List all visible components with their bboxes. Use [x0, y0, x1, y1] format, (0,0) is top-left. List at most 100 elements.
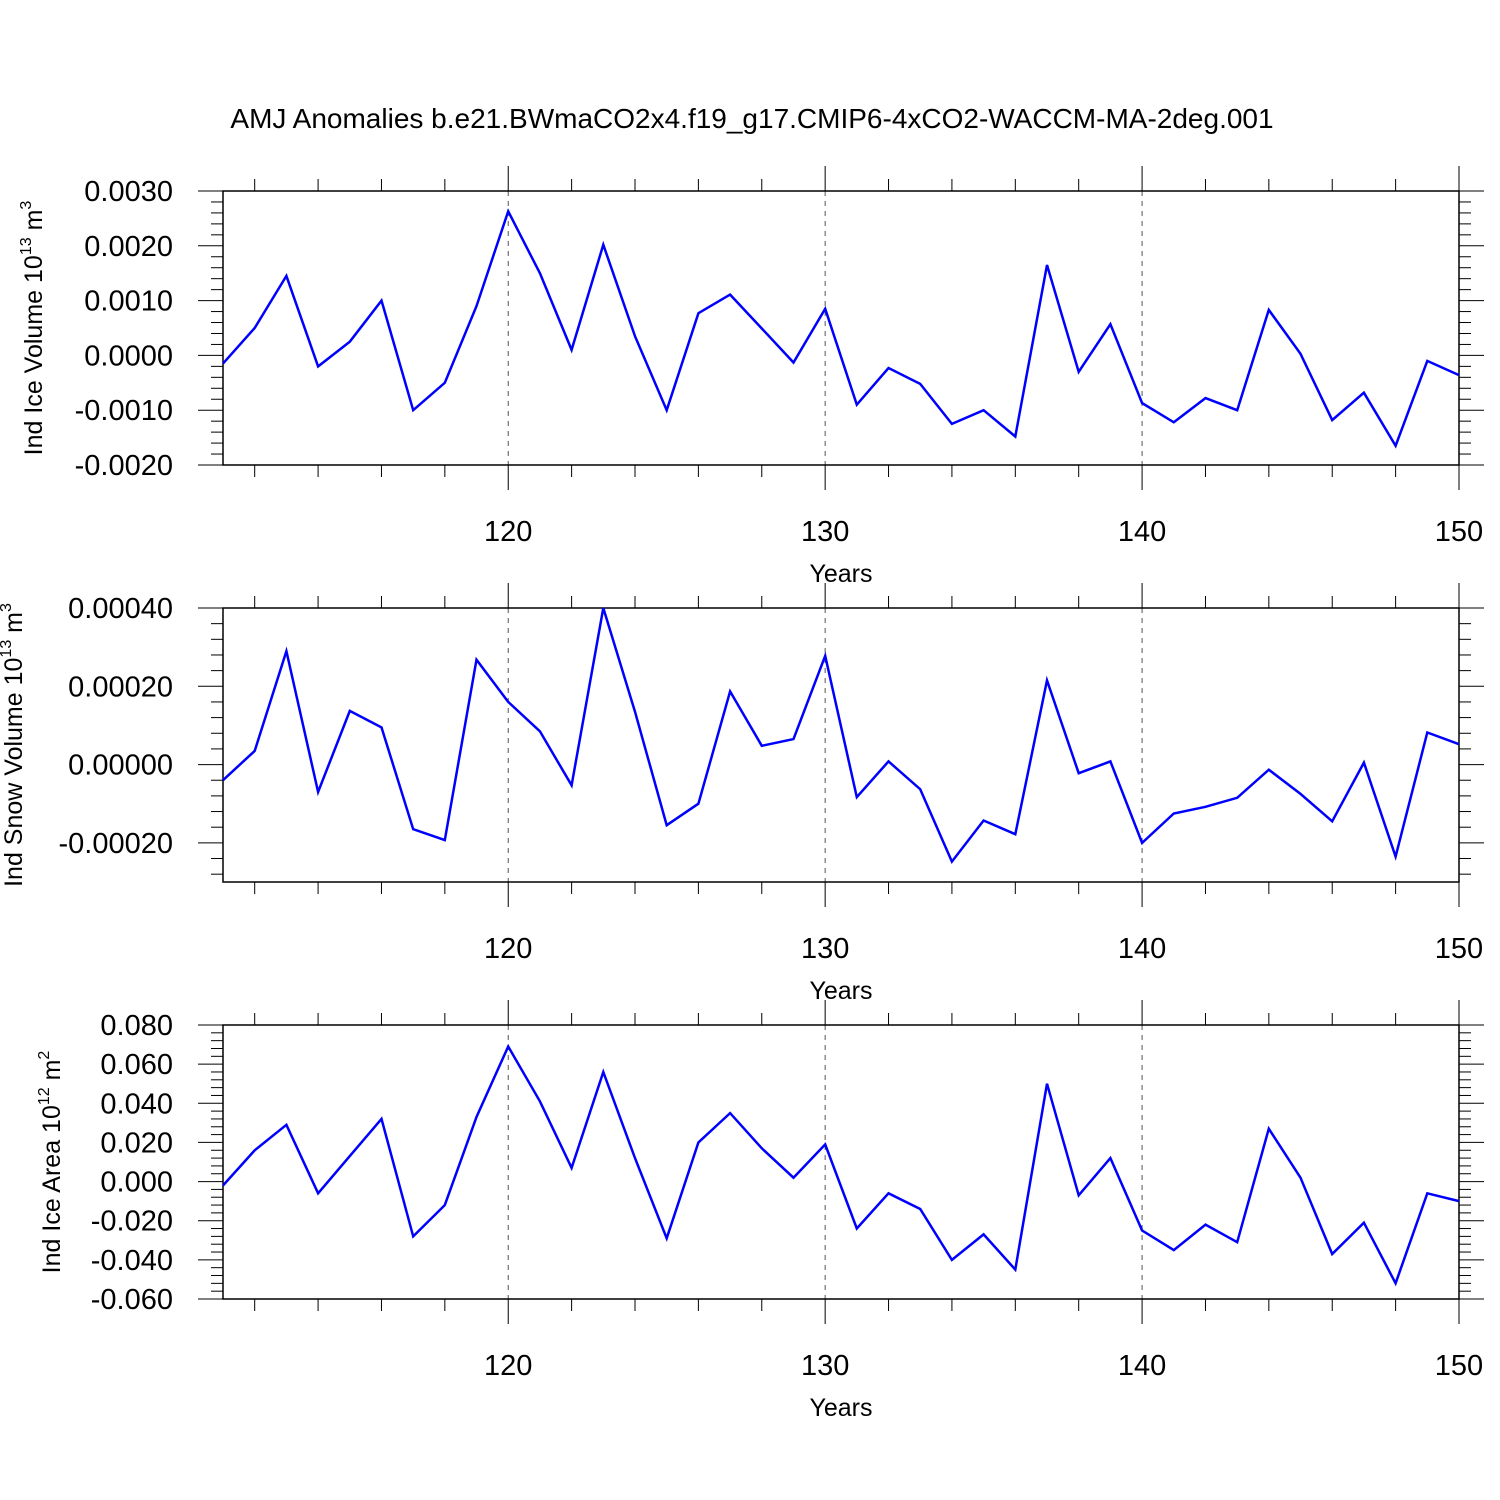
data-point — [348, 1154, 352, 1158]
x-tick-label: 150 — [1435, 1350, 1483, 1382]
data-point — [475, 1115, 479, 1119]
data-point — [379, 299, 383, 303]
data-point — [918, 787, 922, 791]
data-point — [221, 1183, 225, 1187]
y-tick-label: 0.0000 — [84, 340, 173, 372]
data-point — [601, 1070, 605, 1074]
data-point — [1203, 1223, 1207, 1227]
data-point — [633, 1156, 637, 1160]
data-point — [1235, 1240, 1239, 1244]
data-point — [475, 658, 479, 662]
data-point — [823, 654, 827, 658]
x-tick-label: 120 — [484, 1350, 532, 1382]
plot-frame — [222, 190, 1460, 466]
data-point — [379, 1117, 383, 1121]
data-point — [918, 1207, 922, 1211]
data-point — [1172, 1248, 1176, 1252]
data-point — [1045, 678, 1049, 682]
data-point — [1362, 391, 1366, 395]
data-point — [728, 689, 732, 693]
data-point — [760, 1146, 764, 1150]
data-point — [950, 1258, 954, 1262]
plot-frame — [222, 607, 1460, 883]
data-point — [1235, 796, 1239, 800]
y-axis-label: Ind Ice Area 1012 m2 — [36, 1051, 66, 1274]
x-tick-label: 130 — [801, 933, 849, 965]
y-axis-label: Ind Ice Volume 1013 m3 — [18, 201, 48, 456]
y-tick-label: 0.00040 — [68, 593, 173, 625]
data-point — [918, 382, 922, 386]
x-axis-label: Years — [809, 977, 872, 1005]
data-point — [1140, 401, 1144, 405]
data-point — [1330, 418, 1334, 422]
data-point — [1013, 1268, 1017, 1272]
data-point — [1299, 352, 1303, 356]
data-point — [950, 860, 954, 864]
data-point — [506, 1045, 510, 1049]
data-point — [1108, 759, 1112, 763]
data-point — [221, 362, 225, 366]
data-point — [1394, 855, 1398, 859]
x-tick-label: 140 — [1118, 516, 1166, 548]
data-point — [728, 293, 732, 297]
data-point — [316, 364, 320, 368]
data-point — [887, 366, 891, 370]
data-point — [887, 759, 891, 763]
data-point — [1045, 1082, 1049, 1086]
data-point — [1362, 761, 1366, 765]
data-point — [379, 725, 383, 729]
data-point — [1172, 420, 1176, 424]
data-point — [1045, 263, 1049, 267]
data-point — [1077, 1193, 1081, 1197]
data-point — [348, 709, 352, 713]
data-point — [1140, 1229, 1144, 1233]
data-point — [221, 778, 225, 782]
x-tick-label: 130 — [801, 1350, 849, 1382]
data-point — [1077, 370, 1081, 374]
data-point — [696, 1140, 700, 1144]
data-point — [601, 606, 605, 610]
data-point — [538, 1099, 542, 1103]
data-point — [1267, 308, 1271, 312]
data-point — [1394, 1281, 1398, 1285]
plot-frame — [222, 1024, 1460, 1300]
data-point — [1267, 1127, 1271, 1131]
data-point — [348, 340, 352, 344]
x-tick-label: 130 — [801, 516, 849, 548]
data-point — [411, 827, 415, 831]
series-line — [222, 1043, 1460, 1287]
data-point — [316, 1191, 320, 1195]
data-point — [284, 1123, 288, 1127]
data-point — [284, 274, 288, 278]
data-point — [950, 422, 954, 426]
data-point — [665, 823, 669, 827]
data-point — [696, 802, 700, 806]
panel-3: -0.060 -0.040 -0.020 0.000 0.020 0.040 0.060 0.… — [36, 1000, 1484, 1422]
y-tick-label: 0.00000 — [68, 750, 173, 782]
data-point — [284, 649, 288, 653]
data-point — [411, 1234, 415, 1238]
data-point — [728, 1111, 732, 1115]
y-tick-label: 0.0010 — [84, 286, 173, 318]
data-point — [1108, 322, 1112, 326]
y-tick-label: 0.080 — [100, 1010, 173, 1042]
data-point — [760, 744, 764, 748]
data-point — [760, 327, 764, 331]
data-point — [1013, 435, 1017, 439]
data-point — [1457, 1199, 1461, 1203]
y-tick-label: -0.040 — [91, 1245, 173, 1277]
data-point — [538, 271, 542, 275]
data-point — [1457, 742, 1461, 746]
data-point — [443, 838, 447, 842]
data-point — [791, 361, 795, 365]
data-point — [475, 304, 479, 308]
data-point — [1267, 768, 1271, 772]
y-axis-label: Ind Snow Volume 1013 m3 — [0, 603, 28, 887]
data-point — [411, 408, 415, 412]
y-tick-label: 0.0030 — [84, 176, 173, 208]
data-point — [982, 819, 986, 823]
x-tick-label: 150 — [1435, 516, 1483, 548]
x-tick-label: 120 — [484, 933, 532, 965]
series-line — [222, 607, 1460, 865]
